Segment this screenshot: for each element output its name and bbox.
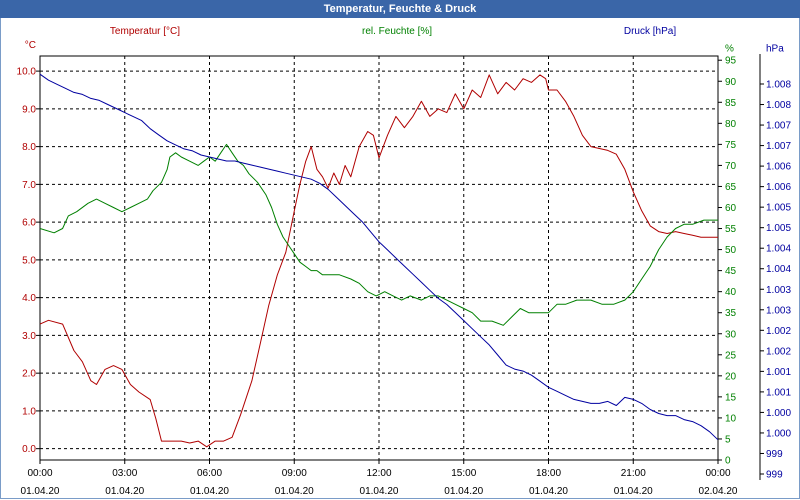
- humidity-tick-label: 50: [725, 245, 737, 256]
- temperature-axis-unit: °C: [25, 40, 36, 51]
- temperature-tick-label: 2.0: [22, 369, 36, 380]
- temperature-tick-label: 5.0: [22, 255, 36, 266]
- humidity-tick-label: 80: [725, 119, 737, 130]
- humidity-tick-label: 10: [725, 413, 737, 424]
- pressure-tick-label: 1.007: [766, 121, 791, 132]
- pressure-tick-label: 1.000: [766, 428, 791, 439]
- x-tick-label-time: 18:00: [536, 468, 561, 479]
- x-tick-label-time: 21:00: [621, 468, 646, 479]
- temperature-tick-label: 9.0: [22, 104, 36, 115]
- temperature-tick-label: 3.0: [22, 331, 36, 342]
- pressure-tick-label: 1.002: [766, 346, 791, 357]
- temperature-tick-label: 1.0: [22, 406, 36, 417]
- pressure-tick-label: 1.003: [766, 285, 791, 296]
- pressure-tick-label: 999: [766, 470, 783, 481]
- temperature-tick-label: 0.0: [22, 444, 36, 455]
- pressure-tick-label: 1.007: [766, 141, 791, 152]
- x-tick-label-time: 03:00: [112, 468, 137, 479]
- x-tick-label-time: 09:00: [282, 468, 307, 479]
- pressure-tick-label: 1.008: [766, 80, 791, 91]
- x-tick-label-date: 02.04.20: [699, 486, 738, 497]
- axes: 00:00 01.04.20 03:00 01.04.20 06:00 01.04.20 0…: [17, 26, 792, 497]
- x-tick-label-time: 15:00: [451, 468, 476, 479]
- humidity-tick-label: 30: [725, 329, 737, 340]
- humidity-tick-label: 15: [725, 392, 737, 403]
- humidity-tick-label: 75: [725, 140, 737, 151]
- humidity-tick-label: 95: [725, 56, 737, 67]
- pressure-tick-label: 1.004: [766, 264, 791, 275]
- pressure-axis-label: Druck [hPa]: [624, 26, 676, 37]
- line-chart: 00:00 01.04.20 03:00 01.04.20 06:00 01.04.20 0…: [17, 26, 792, 497]
- x-tick-label-time: 00:00: [705, 468, 730, 479]
- humidity-tick-label: 70: [725, 161, 737, 172]
- humidity-axis-unit: %: [725, 44, 734, 55]
- series-line-humidity: [39, 143, 718, 326]
- temperature-tick-label: 8.0: [22, 142, 36, 153]
- pressure-tick-label: 999: [766, 449, 783, 460]
- x-tick-label-date: 01.04.20: [105, 486, 144, 497]
- humidity-tick-label: 0: [725, 456, 731, 467]
- humidity-tick-label: 65: [725, 182, 737, 193]
- x-tick-label-date: 01.04.20: [360, 486, 399, 497]
- temperature-tick-label: 10.0: [17, 67, 37, 78]
- pressure-tick-label: 1.002: [766, 326, 791, 337]
- pressure-tick-label: 1.005: [766, 223, 791, 234]
- chart-title: Temperatur, Feuchte & Druck: [0, 0, 800, 18]
- x-tick-label-date: 01.04.20: [21, 486, 60, 497]
- humidity-tick-label: 85: [725, 98, 737, 109]
- series-line-temperature: [39, 74, 718, 448]
- humidity-tick-label: 90: [725, 77, 737, 88]
- x-tick-label-date: 01.04.20: [190, 486, 229, 497]
- humidity-tick-label: 55: [725, 224, 737, 235]
- humidity-tick-label: 35: [725, 308, 737, 319]
- humidity-tick-label: 20: [725, 371, 737, 382]
- x-tick-label-date: 01.04.20: [529, 486, 568, 497]
- pressure-tick-label: 1.008: [766, 100, 791, 111]
- pressure-tick-label: 1.005: [766, 203, 791, 214]
- pressure-tick-label: 1.003: [766, 305, 791, 316]
- pressure-tick-label: 1.006: [766, 182, 791, 193]
- grid-lines: [39, 55, 719, 461]
- x-tick-label-date: 01.04.20: [275, 486, 314, 497]
- x-tick-label-time: 12:00: [366, 468, 391, 479]
- temperature-axis-label: Temperatur [°C]: [110, 26, 180, 37]
- x-tick-label-date: 01.04.20: [444, 486, 483, 497]
- humidity-tick-label: 60: [725, 203, 737, 214]
- pressure-axis-unit: hPa: [766, 44, 784, 55]
- humidity-tick-label: 25: [725, 350, 737, 361]
- series-line-pressure: [39, 73, 719, 441]
- humidity-axis-label: rel. Feuchte [%]: [362, 26, 432, 37]
- x-tick-label-time: 00:00: [27, 468, 52, 479]
- temperature-tick-label: 4.0: [22, 293, 36, 304]
- pressure-tick-label: 1.001: [766, 367, 791, 378]
- humidity-tick-label: 5: [725, 434, 731, 445]
- series-lines: [39, 73, 719, 448]
- pressure-tick-label: 1.001: [766, 387, 791, 398]
- temperature-tick-label: 6.0: [22, 218, 36, 229]
- x-tick-label-time: 06:00: [197, 468, 222, 479]
- x-tick-label-date: 01.04.20: [614, 486, 653, 497]
- pressure-tick-label: 1.000: [766, 408, 791, 419]
- pressure-tick-label: 1.004: [766, 244, 791, 255]
- humidity-tick-label: 45: [725, 266, 737, 277]
- humidity-tick-label: 40: [725, 287, 737, 298]
- pressure-tick-label: 1.006: [766, 162, 791, 173]
- temperature-tick-label: 7.0: [22, 180, 36, 191]
